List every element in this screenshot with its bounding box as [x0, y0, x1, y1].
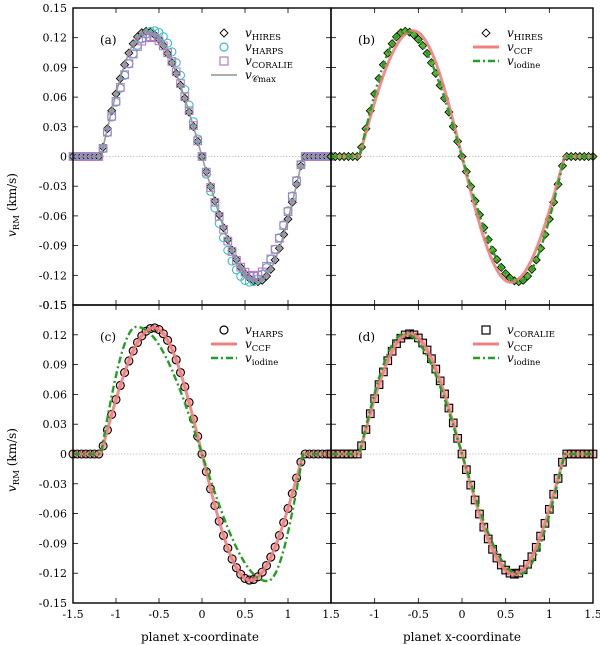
data-point: [223, 236, 233, 246]
legend-label: vHARPS: [245, 40, 283, 57]
legend-label: vHARPS: [245, 323, 283, 340]
y-tick-label: -0.09: [39, 537, 67, 550]
data-point: [227, 247, 237, 256]
data-point: [488, 245, 498, 255]
data-point: [189, 121, 198, 130]
y-tick-label: 0.09: [43, 61, 68, 74]
y-tick-label: 0: [60, 151, 67, 164]
legend-label: vCCF: [245, 337, 271, 354]
series-line: [331, 30, 593, 283]
y-tick-label: -0.12: [39, 567, 67, 580]
legend-label: vCORALIE: [507, 323, 555, 340]
series-v_Cmax: [73, 30, 331, 283]
y-tick-label: -0.03: [39, 180, 67, 193]
x-tick-label: 1.5: [322, 608, 340, 621]
series-v_iodine: [73, 325, 331, 583]
y-tick-label: 0.06: [43, 388, 68, 401]
y-tick-label: 0.03: [43, 418, 68, 431]
y-tick-label: -0.12: [39, 269, 67, 282]
y-tick-label: 0.06: [43, 91, 68, 104]
data-point: [210, 203, 220, 213]
y-tick-label: -0.15: [39, 299, 67, 312]
legend-label: v𝒞max: [245, 68, 276, 85]
data-point: [283, 207, 293, 216]
x-tick-label: -0.5: [148, 608, 169, 621]
y-tick-label: 0: [60, 448, 67, 461]
data-point: [193, 136, 203, 146]
x-tick-label: 1: [546, 608, 553, 621]
x-tick-label: -1: [111, 608, 122, 621]
panel-label: (a): [100, 33, 117, 47]
data-point: [115, 83, 125, 92]
y-tick-label: -0.15: [39, 597, 67, 610]
legend-label: viodine: [507, 54, 540, 71]
legend-label: vHIRES: [245, 26, 281, 43]
legend-marker: [481, 28, 491, 38]
y-tick-label: -0.03: [39, 478, 67, 491]
x-axis-label-left: planet x-coordinate: [141, 630, 259, 644]
x-tick-label: 0: [459, 608, 466, 621]
panel-label: (c): [100, 330, 116, 344]
data-point: [163, 48, 172, 58]
y-tick-label: -0.09: [39, 240, 67, 253]
y-tick-label: 0.15: [43, 299, 68, 312]
plot-frame: [330, 304, 594, 604]
data-point: [184, 100, 194, 110]
legend-marker: [219, 42, 229, 52]
legend-label: vCCF: [507, 40, 533, 57]
y-tick-label: 0.03: [43, 121, 68, 134]
x-tick-label: 0: [199, 608, 206, 621]
x-tick-label: 0.5: [497, 608, 515, 621]
data-point: [266, 254, 276, 264]
series-v_iodine: [331, 30, 593, 283]
legend-label: vHIRES: [507, 26, 543, 43]
y-tick-label: -0.06: [39, 210, 67, 223]
data-point: [201, 167, 211, 177]
x-tick-label: 1.5: [584, 608, 600, 621]
legend-marker: [219, 56, 229, 66]
y-tick-label: -0.06: [39, 508, 67, 521]
legend-label: viodine: [507, 351, 540, 368]
data-point: [279, 221, 289, 230]
y-tick-label: 0.12: [43, 32, 68, 45]
series-v_iodine: [331, 332, 593, 576]
data-point: [206, 183, 215, 192]
y-tick-label: 0.09: [43, 359, 68, 372]
series-line: [331, 332, 593, 576]
series-v_CCF: [73, 326, 331, 582]
legend-label: vCORALIE: [245, 54, 293, 71]
panel-label: (d): [358, 330, 375, 344]
y-axis-label-top: vRM (km/s): [5, 173, 22, 237]
y-tick-label: 0.15: [43, 2, 68, 15]
panel-1: -0.15 -0.12 -0.09 -0.06 -0.03 0 0.03 0.06 0.09 0.…: [39, 2, 336, 312]
x-tick-label: 0.5: [236, 608, 254, 621]
series-line: [73, 326, 331, 582]
legend-label: vCCF: [507, 337, 533, 354]
legend-marker: [219, 325, 229, 335]
x-axis-label-right: planet x-coordinate: [403, 630, 521, 644]
data-point: [167, 57, 177, 66]
y-axis-label-bottom: vRM (km/s): [5, 428, 22, 492]
x-tick-label: -1: [369, 608, 380, 621]
legend-marker: [481, 325, 491, 335]
data-point: [197, 152, 207, 161]
panel-3: -0.15 -0.12 -0.09 -0.06 -0.03 0 0.03 0.06 0.09 0.…: [39, 299, 340, 621]
legend-marker: [219, 28, 229, 38]
y-tick-label: 0.12: [43, 329, 68, 342]
x-tick-label: -1.5: [62, 608, 83, 621]
series-line: [73, 325, 331, 583]
legend-label: viodine: [245, 351, 278, 368]
data-point: [111, 97, 121, 106]
x-tick-label: 1: [285, 608, 292, 621]
series-line: [73, 30, 331, 283]
data-point: [171, 67, 181, 77]
panel-label: (b): [358, 33, 375, 47]
x-tick-label: -0.5: [408, 608, 429, 621]
